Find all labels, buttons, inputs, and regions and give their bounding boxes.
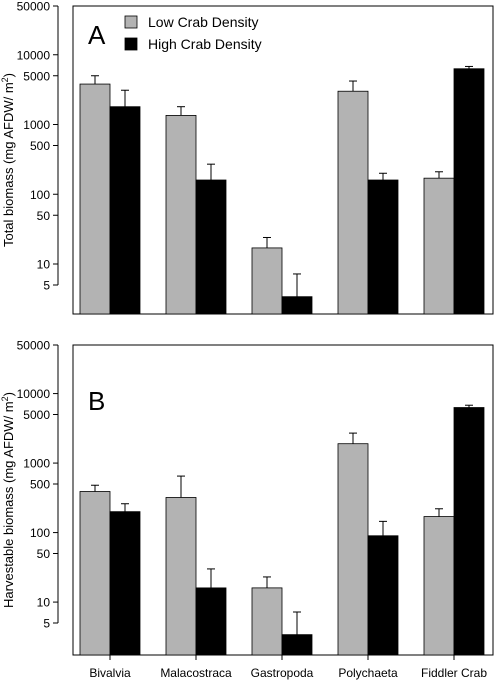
y-axis-label: Harvestable biomass (mg AFDW/ m2) xyxy=(0,392,16,608)
bar-high-crab-density-polychaeta xyxy=(367,179,399,315)
panel-label: B xyxy=(88,386,105,416)
bar-high-crab-density-bivalvia xyxy=(109,106,141,315)
y-tick-label: 500 xyxy=(30,139,50,153)
bar-low-crab-density-bivalvia xyxy=(79,83,111,315)
y-axis: 5 10 50 100 500 1000 5000 10000 50000 xyxy=(17,0,59,293)
y-tick-label: 50 xyxy=(37,209,51,223)
x-axis: Bivalvia Malacostraca Gastropoda Polychaeta… xyxy=(89,655,487,680)
x-tick-label: Bivalvia xyxy=(89,666,131,680)
y-tick-label: 10000 xyxy=(17,387,51,401)
bar-low-crab-density-fiddler-crab xyxy=(423,177,455,315)
error-bars xyxy=(91,65,473,297)
bar-high-crab-density-malacostraca xyxy=(195,179,227,315)
y-tick-label: 5000 xyxy=(23,408,50,422)
y-tick-label: 50000 xyxy=(17,0,51,14)
legend-label-high-density: High Crab Density xyxy=(148,36,262,52)
y-tick-label: 5 xyxy=(43,617,50,631)
bar-high-crab-density-gastropoda xyxy=(281,634,313,656)
bar-low-crab-density-gastropoda xyxy=(251,587,283,656)
legend: Low Crab Density High Crab Density xyxy=(124,14,262,52)
x-tick-label: Malacostraca xyxy=(160,666,232,680)
legend-swatch-low-density xyxy=(124,15,138,29)
y-tick-label: 10 xyxy=(37,596,51,610)
y-axis: 5 10 50 100 500 1000 5000 10000 50000 xyxy=(17,339,59,631)
bar-low-crab-density-polychaeta xyxy=(337,443,369,656)
panel-a: A Low Crab Density High Crab Density 5 10… xyxy=(0,0,494,315)
y-tick-label: 100 xyxy=(30,526,50,540)
legend-swatch-high-density xyxy=(124,37,138,51)
bar-high-crab-density-fiddler-crab xyxy=(453,407,485,656)
panel-b: B 5 10 50 100 500 1000 5000 10000 50000 Bivalvia… xyxy=(0,339,494,680)
bar-low-crab-density-polychaeta xyxy=(337,90,369,315)
bar-low-crab-density-bivalvia xyxy=(79,491,111,656)
y-tick-label: 500 xyxy=(30,478,50,492)
y-tick-label: 5 xyxy=(43,279,50,293)
y-axis-label: Total biomass (mg AFDW/ m2) xyxy=(0,73,16,247)
x-tick-label: Fiddler Crab xyxy=(421,666,487,680)
bar-low-crab-density-malacostraca xyxy=(165,115,197,315)
bar-high-crab-density-gastropoda xyxy=(281,296,313,315)
y-tick-label: 10 xyxy=(37,258,51,272)
error-bars xyxy=(91,404,473,635)
legend-label-low-density: Low Crab Density xyxy=(148,14,259,30)
y-tick-label: 100 xyxy=(30,188,50,202)
y-tick-label: 10000 xyxy=(17,48,51,62)
x-tick-label: Polychaeta xyxy=(338,666,398,680)
bar-high-crab-density-fiddler-crab xyxy=(453,68,485,315)
bars xyxy=(79,407,485,656)
bar-high-crab-density-bivalvia xyxy=(109,511,141,656)
bars xyxy=(79,68,485,315)
bar-high-crab-density-malacostraca xyxy=(195,587,227,656)
bar-low-crab-density-malacostraca xyxy=(165,497,197,656)
y-tick-label: 50000 xyxy=(17,339,51,353)
y-tick-label: 50 xyxy=(37,547,51,561)
y-tick-label: 1000 xyxy=(23,118,50,132)
y-tick-label: 5000 xyxy=(23,69,50,83)
panel-label: A xyxy=(88,20,106,50)
bar-high-crab-density-polychaeta xyxy=(367,535,399,656)
bar-low-crab-density-gastropoda xyxy=(251,247,283,315)
y-tick-label: 1000 xyxy=(23,457,50,471)
x-tick-label: Gastropoda xyxy=(251,666,314,680)
bar-low-crab-density-fiddler-crab xyxy=(423,516,455,656)
